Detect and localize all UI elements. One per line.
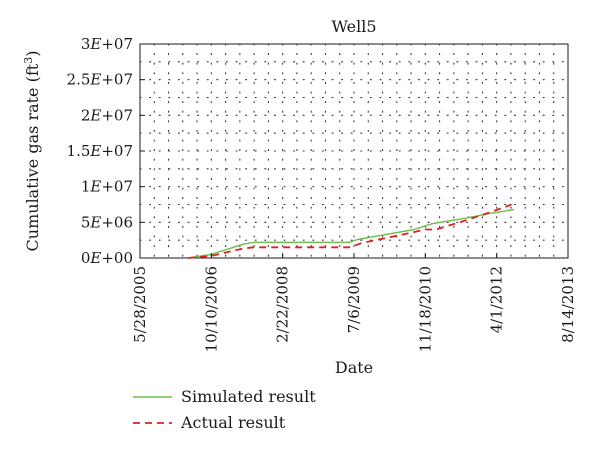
x-tick-label: 5/28/2005 [131,266,149,343]
y-tick-exponent: +07 [101,178,133,196]
y-tick-exponent: +00 [101,249,133,267]
y-tick-e: E [89,213,101,231]
y-tick-e: E [89,178,101,196]
y-tick-label: 1.5E+07 [67,142,133,160]
y-tick-label: 2.5E+07 [67,71,133,89]
x-tick-label: 8/14/2013 [559,266,577,343]
y-tick-label: 3E+07 [81,35,133,53]
series-line-actual [188,203,512,259]
y-tick-exponent: +07 [101,35,133,53]
y-tick-mantissa: 3 [81,35,91,53]
grid [139,43,569,259]
y-tick-mantissa: 1 [81,178,91,196]
y-tick-mantissa: 1.5 [67,142,91,160]
series-group [188,203,515,259]
y-tick-exponent: +07 [101,106,133,124]
y-axis-title-text: Cumulative gas rate (ft [23,63,42,251]
axis-ticks: 3E+072.5E+072E+071.5E+071E+075E+060E+005… [67,35,577,352]
legend: Simulated result Actual result [133,387,316,432]
y-tick-label: 1E+07 [81,178,133,196]
y-tick-exponent: +07 [101,142,133,160]
y-tick-exponent: +06 [101,213,133,231]
x-tick-label: 2/22/2008 [274,266,292,343]
chart-title: Well5 [331,17,376,36]
x-axis-title: Date [335,358,373,377]
y-tick-e: E [89,35,101,53]
y-tick-label: 2E+07 [81,106,133,124]
y-axis-title-sup: 3 [22,57,35,64]
x-tick-label: 10/10/2006 [202,266,220,352]
legend-label-actual: Actual result [180,413,286,432]
legend-label-simulated: Simulated result [181,387,316,406]
x-tick-label: 7/6/2009 [345,266,363,333]
y-tick-mantissa: 0 [81,249,91,267]
y-tick-mantissa: 5 [81,213,91,231]
y-tick-e: E [89,106,101,124]
y-tick-label: 0E+00 [81,249,133,267]
y-tick-e: E [89,249,101,267]
x-tick-label: 4/1/2012 [488,266,506,333]
y-axis-title-close: ) [23,51,42,57]
y-tick-exponent: +07 [101,71,133,89]
y-axis-title: Cumulative gas rate (ft3) [22,51,42,252]
y-tick-e: E [89,142,101,160]
y-tick-label: 5E+06 [81,213,133,231]
x-tick-label: 11/18/2010 [416,266,434,352]
y-tick-mantissa: 2.5 [67,71,91,89]
y-tick-mantissa: 2 [81,106,91,124]
series-line-simulated [188,208,515,259]
y-tick-e: E [89,71,101,89]
